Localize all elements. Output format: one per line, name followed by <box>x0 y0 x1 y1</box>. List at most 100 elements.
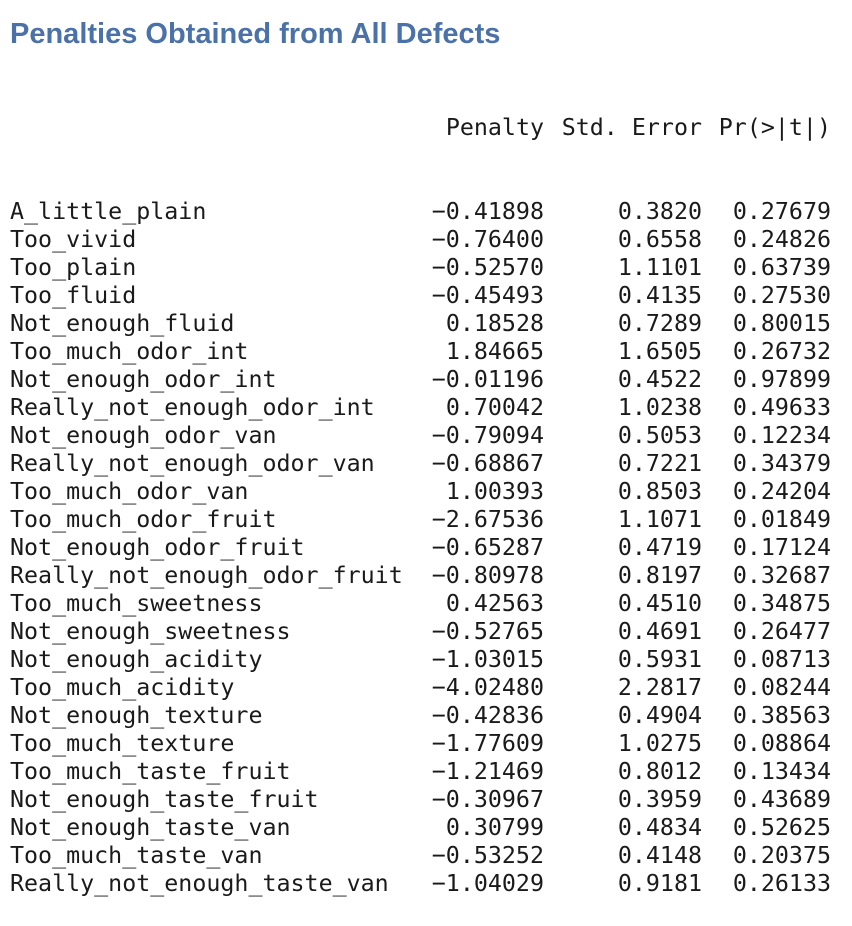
table-body: A_little_plain −0.41898 0.3820 0.27679 Too_v… <box>10 198 831 898</box>
row-std-error: 1.6505 <box>617 338 702 365</box>
row-penalty: 0.42563 <box>445 590 544 617</box>
row-std-error: 2.2817 <box>617 674 702 701</box>
row-penalty: −0.79094 <box>431 422 544 449</box>
row-penalty: 0.70042 <box>445 394 544 421</box>
row-p-value: 0.43689 <box>732 786 831 813</box>
row-penalty: −0.30967 <box>431 786 544 813</box>
table-header-row: Penalty Std. Error Pr(>|t|) <box>10 114 831 142</box>
table-row: Too_much_acidity −4.02480 2.2817 0.08244 <box>10 674 831 702</box>
row-p-value: 0.80015 <box>732 310 831 337</box>
row-std-error: 0.5931 <box>617 646 702 673</box>
row-name: Really_not_enough_taste_van <box>10 870 389 897</box>
row-p-value: 0.13434 <box>732 758 831 785</box>
row-std-error: 0.4510 <box>617 590 702 617</box>
row-penalty: 0.18528 <box>445 310 544 337</box>
row-name: Too_fluid <box>10 282 137 309</box>
row-p-value: 0.27679 <box>732 198 831 225</box>
row-name: Too_plain <box>10 254 137 281</box>
row-p-value: 0.24204 <box>732 478 831 505</box>
row-std-error: 0.3820 <box>617 198 702 225</box>
row-penalty: −0.45493 <box>431 282 544 309</box>
table-row: Too_plain −0.52570 1.1101 0.63739 <box>10 254 831 282</box>
row-penalty: −0.76400 <box>431 226 544 253</box>
row-std-error: 0.5053 <box>617 422 702 449</box>
row-name: Not_enough_odor_van <box>10 422 277 449</box>
row-penalty: −0.52765 <box>431 618 544 645</box>
table-row: Too_much_odor_int 1.84665 1.6505 0.26732 <box>10 338 831 366</box>
row-p-value: 0.01849 <box>732 506 831 533</box>
row-std-error: 0.8012 <box>617 758 702 785</box>
row-std-error: 0.4691 <box>617 618 702 645</box>
header-p-value: Pr(>|t|) <box>718 114 831 141</box>
row-penalty: 0.30799 <box>445 814 544 841</box>
row-name: Not_enough_sweetness <box>10 618 291 645</box>
row-p-value: 0.52625 <box>732 814 831 841</box>
row-p-value: 0.08713 <box>732 646 831 673</box>
table-row: Too_much_odor_van 1.00393 0.8503 0.24204 <box>10 478 831 506</box>
row-std-error: 1.1101 <box>617 254 702 281</box>
page-title: Penalties Obtained from All Defects <box>10 18 501 50</box>
row-p-value: 0.24826 <box>732 226 831 253</box>
row-name: Not_enough_odor_fruit <box>10 534 305 561</box>
row-penalty: −0.52570 <box>431 254 544 281</box>
row-penalty: −0.42836 <box>431 702 544 729</box>
row-p-value: 0.97899 <box>732 366 831 393</box>
row-penalty: −1.21469 <box>431 758 544 785</box>
row-name: Too_much_acidity <box>10 674 235 701</box>
row-name: Too_much_sweetness <box>10 590 263 617</box>
table-row: A_little_plain −0.41898 0.3820 0.27679 <box>10 198 831 226</box>
row-std-error: 0.4904 <box>617 702 702 729</box>
row-name: Really_not_enough_odor_fruit <box>10 562 403 589</box>
table-row: Really_not_enough_odor_int 0.70042 1.0238 0… <box>10 394 831 422</box>
row-name: Too_much_taste_van <box>10 842 263 869</box>
table-row: Too_much_texture −1.77609 1.0275 0.08864 <box>10 730 831 758</box>
table-row: Not_enough_acidity −1.03015 0.5931 0.08713 <box>10 646 831 674</box>
row-std-error: 0.4148 <box>617 842 702 869</box>
row-p-value: 0.17124 <box>732 534 831 561</box>
row-name: Not_enough_taste_fruit <box>10 786 319 813</box>
row-name: Not_enough_fluid <box>10 310 235 337</box>
row-std-error: 0.4834 <box>617 814 702 841</box>
row-penalty: −0.01196 <box>431 366 544 393</box>
row-std-error: 0.8197 <box>617 562 702 589</box>
row-std-error: 0.7221 <box>617 450 702 477</box>
row-std-error: 0.4522 <box>617 366 702 393</box>
table-row: Not_enough_odor_int −0.01196 0.4522 0.97899 <box>10 366 831 394</box>
table-row: Not_enough_texture −0.42836 0.4904 0.38563 <box>10 702 831 730</box>
row-p-value: 0.26732 <box>732 338 831 365</box>
row-p-value: 0.49633 <box>732 394 831 421</box>
row-std-error: 1.0238 <box>617 394 702 421</box>
row-std-error: 0.3959 <box>617 786 702 813</box>
row-p-value: 0.63739 <box>732 254 831 281</box>
table-row: Too_much_taste_fruit −1.21469 0.8012 0.1343… <box>10 758 831 786</box>
row-p-value: 0.32687 <box>732 562 831 589</box>
table-row: Too_much_sweetness 0.42563 0.4510 0.34875 <box>10 590 831 618</box>
table-row: Too_much_taste_van −0.53252 0.4148 0.20375 <box>10 842 831 870</box>
row-penalty: −0.68867 <box>431 450 544 477</box>
row-penalty: −0.53252 <box>431 842 544 869</box>
table-row: Not_enough_sweetness −0.52765 0.4691 0.2647… <box>10 618 831 646</box>
table-row: Really_not_enough_odor_van −0.68867 0.7221… <box>10 450 831 478</box>
row-std-error: 0.6558 <box>617 226 702 253</box>
row-name: Too_much_taste_fruit <box>10 758 291 785</box>
row-std-error: 0.4719 <box>617 534 702 561</box>
table-row: Too_much_odor_fruit −2.67536 1.1071 0.01849 <box>10 506 831 534</box>
row-p-value: 0.34875 <box>732 590 831 617</box>
header-std-error: Std. Error <box>561 114 702 141</box>
table-row: Not_enough_fluid 0.18528 0.7289 0.80015 <box>10 310 831 338</box>
row-std-error: 0.8503 <box>617 478 702 505</box>
row-penalty: 1.00393 <box>445 478 544 505</box>
row-std-error: 0.7289 <box>617 310 702 337</box>
row-p-value: 0.27530 <box>732 282 831 309</box>
row-penalty: −0.80978 <box>431 562 544 589</box>
row-std-error: 0.4135 <box>617 282 702 309</box>
row-p-value: 0.20375 <box>732 842 831 869</box>
row-penalty: −1.04029 <box>431 870 544 897</box>
row-penalty: −0.65287 <box>431 534 544 561</box>
row-name: Not_enough_acidity <box>10 646 263 673</box>
row-std-error: 0.9181 <box>617 870 702 897</box>
row-name: Not_enough_odor_int <box>10 366 277 393</box>
row-name: Really_not_enough_odor_van <box>10 450 375 477</box>
row-p-value: 0.38563 <box>732 702 831 729</box>
table-row: Too_vivid −0.76400 0.6558 0.24826 <box>10 226 831 254</box>
